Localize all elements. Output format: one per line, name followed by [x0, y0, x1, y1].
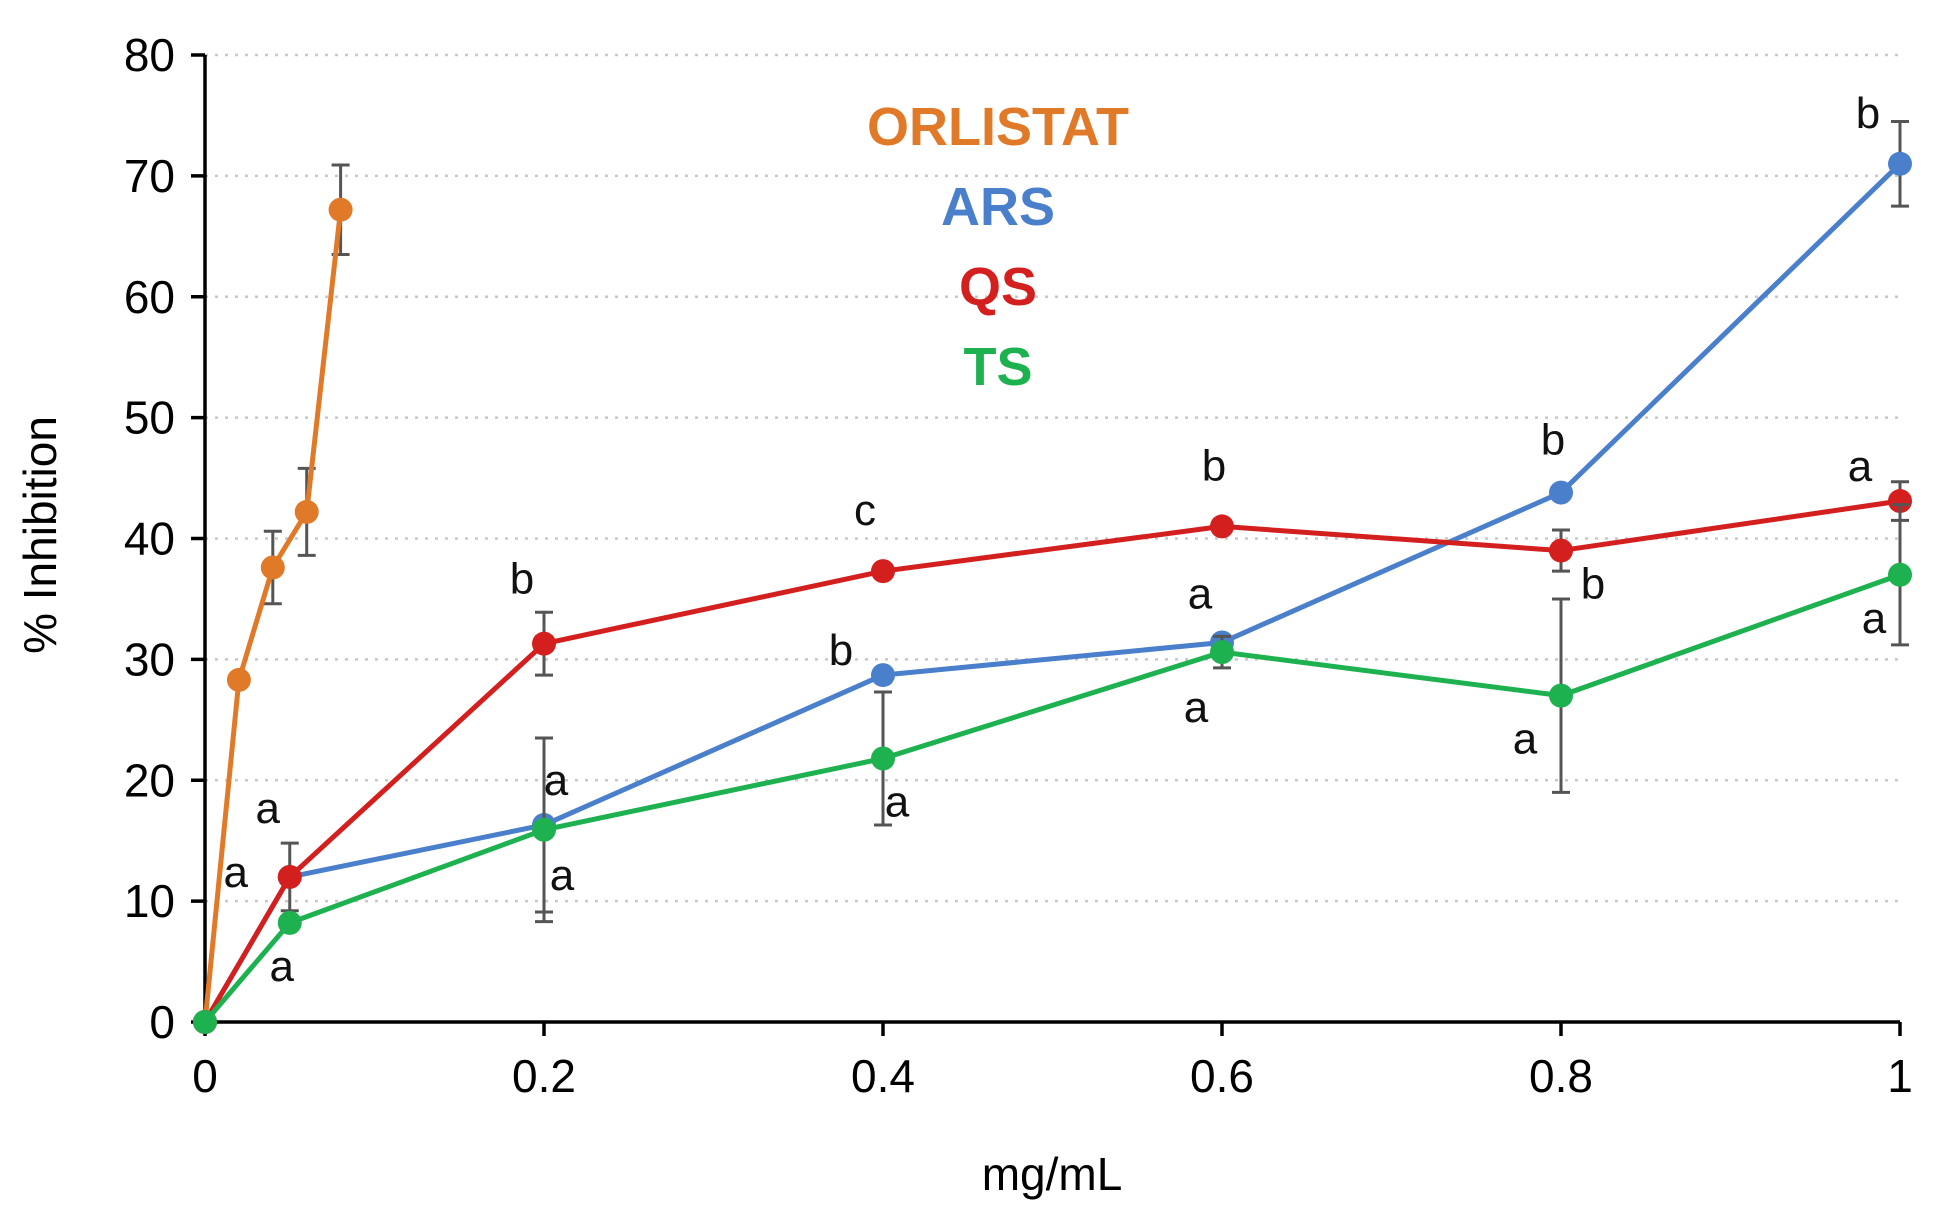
- qs-point: [532, 631, 556, 656]
- y-tick-label-0: 0: [149, 996, 175, 1048]
- ts-point: [1549, 683, 1573, 708]
- ts-significance-label: a: [885, 777, 910, 826]
- ts-significance-label: a: [1184, 683, 1209, 732]
- orlistat-point: [226, 667, 251, 692]
- orlistat-point: [294, 499, 319, 524]
- x-tick-label-0.2: 0.2: [512, 1050, 576, 1102]
- qs-significance-label: b: [510, 555, 534, 604]
- ars-significance-label: a: [1188, 569, 1213, 618]
- legend-entry-ts: TS: [963, 337, 1032, 397]
- y-tick-label-60: 60: [124, 271, 175, 323]
- qs-significance-label: c: [854, 486, 876, 535]
- ts-point: [277, 910, 302, 935]
- x-tick-label-0.4: 0.4: [851, 1050, 915, 1102]
- orlistat-point: [328, 197, 353, 222]
- x-tick-label-1: 1: [1887, 1050, 1913, 1102]
- orlistat-point: [260, 555, 285, 580]
- qs-point: [277, 864, 302, 889]
- qs-significance-label: a: [224, 848, 249, 897]
- qs-line: [202, 498, 1901, 1024]
- qs-significance-label: b: [1581, 560, 1605, 609]
- y-tick-label-70: 70: [124, 150, 175, 202]
- y-tick-label-20: 20: [124, 754, 175, 806]
- qs-point: [1210, 514, 1234, 539]
- ts-significance-label: a: [1513, 715, 1538, 764]
- legend: ORLISTAT ARS QS TS: [867, 97, 1129, 397]
- ars-significance-label: b: [1856, 89, 1880, 138]
- ars-significance-label: b: [829, 626, 853, 675]
- legend-entry-qs: QS: [959, 257, 1037, 317]
- ts-line: [203, 572, 1901, 1024]
- series-orlistat: [193, 163, 353, 1034]
- ts-point: [193, 1010, 217, 1034]
- y-tick-label-30: 30: [124, 633, 175, 685]
- ars-point: [1549, 480, 1573, 505]
- ts-significance-label: a: [270, 942, 295, 991]
- y-tick-label-80: 80: [124, 29, 175, 81]
- y-tick-label-40: 40: [124, 513, 175, 565]
- qs-point: [871, 559, 895, 584]
- qs-significance-label: a: [1848, 442, 1873, 491]
- ts-point: [532, 817, 556, 842]
- ars-point: [1888, 151, 1912, 176]
- series-ars: [193, 119, 1912, 1034]
- ars-point: [871, 663, 895, 688]
- series-ts: [193, 503, 1912, 1034]
- qs-point: [1888, 489, 1912, 514]
- y-tick-label-50: 50: [124, 392, 175, 444]
- qs-significance-label: b: [1202, 441, 1226, 490]
- x-tick-label-0.6: 0.6: [1190, 1050, 1254, 1102]
- ars-significance-label: b: [1541, 416, 1565, 465]
- series-layer: [193, 119, 1912, 1034]
- x-tick-label-0.8: 0.8: [1529, 1050, 1593, 1102]
- ars-significance-label: a: [256, 784, 281, 833]
- x-tick-label-0: 0: [192, 1050, 218, 1102]
- y-tick-label-10: 10: [124, 875, 175, 927]
- grid-layer: [205, 53, 1900, 903]
- ts-significance-label: a: [550, 851, 575, 900]
- ts-point: [871, 746, 895, 771]
- legend-entry-orlistat: ORLISTAT: [867, 97, 1129, 157]
- ts-significance-label: a: [1862, 594, 1887, 643]
- ts-point: [1888, 562, 1912, 587]
- ars-line: [202, 161, 1902, 1024]
- y-axis-title: % Inhibition: [14, 416, 66, 654]
- qs-point: [1549, 538, 1573, 563]
- ts-point: [1210, 640, 1234, 665]
- series-qs: [193, 480, 1912, 1034]
- x-axis-title: mg/mL: [982, 1148, 1123, 1200]
- axis-layer: 0 10 20 30 40 50 60 70 80 0 0.2 0.4 0.6 0.8 1: [124, 29, 1913, 1102]
- ars-significance-label: a: [544, 756, 569, 805]
- legend-entry-ars: ARS: [941, 177, 1055, 237]
